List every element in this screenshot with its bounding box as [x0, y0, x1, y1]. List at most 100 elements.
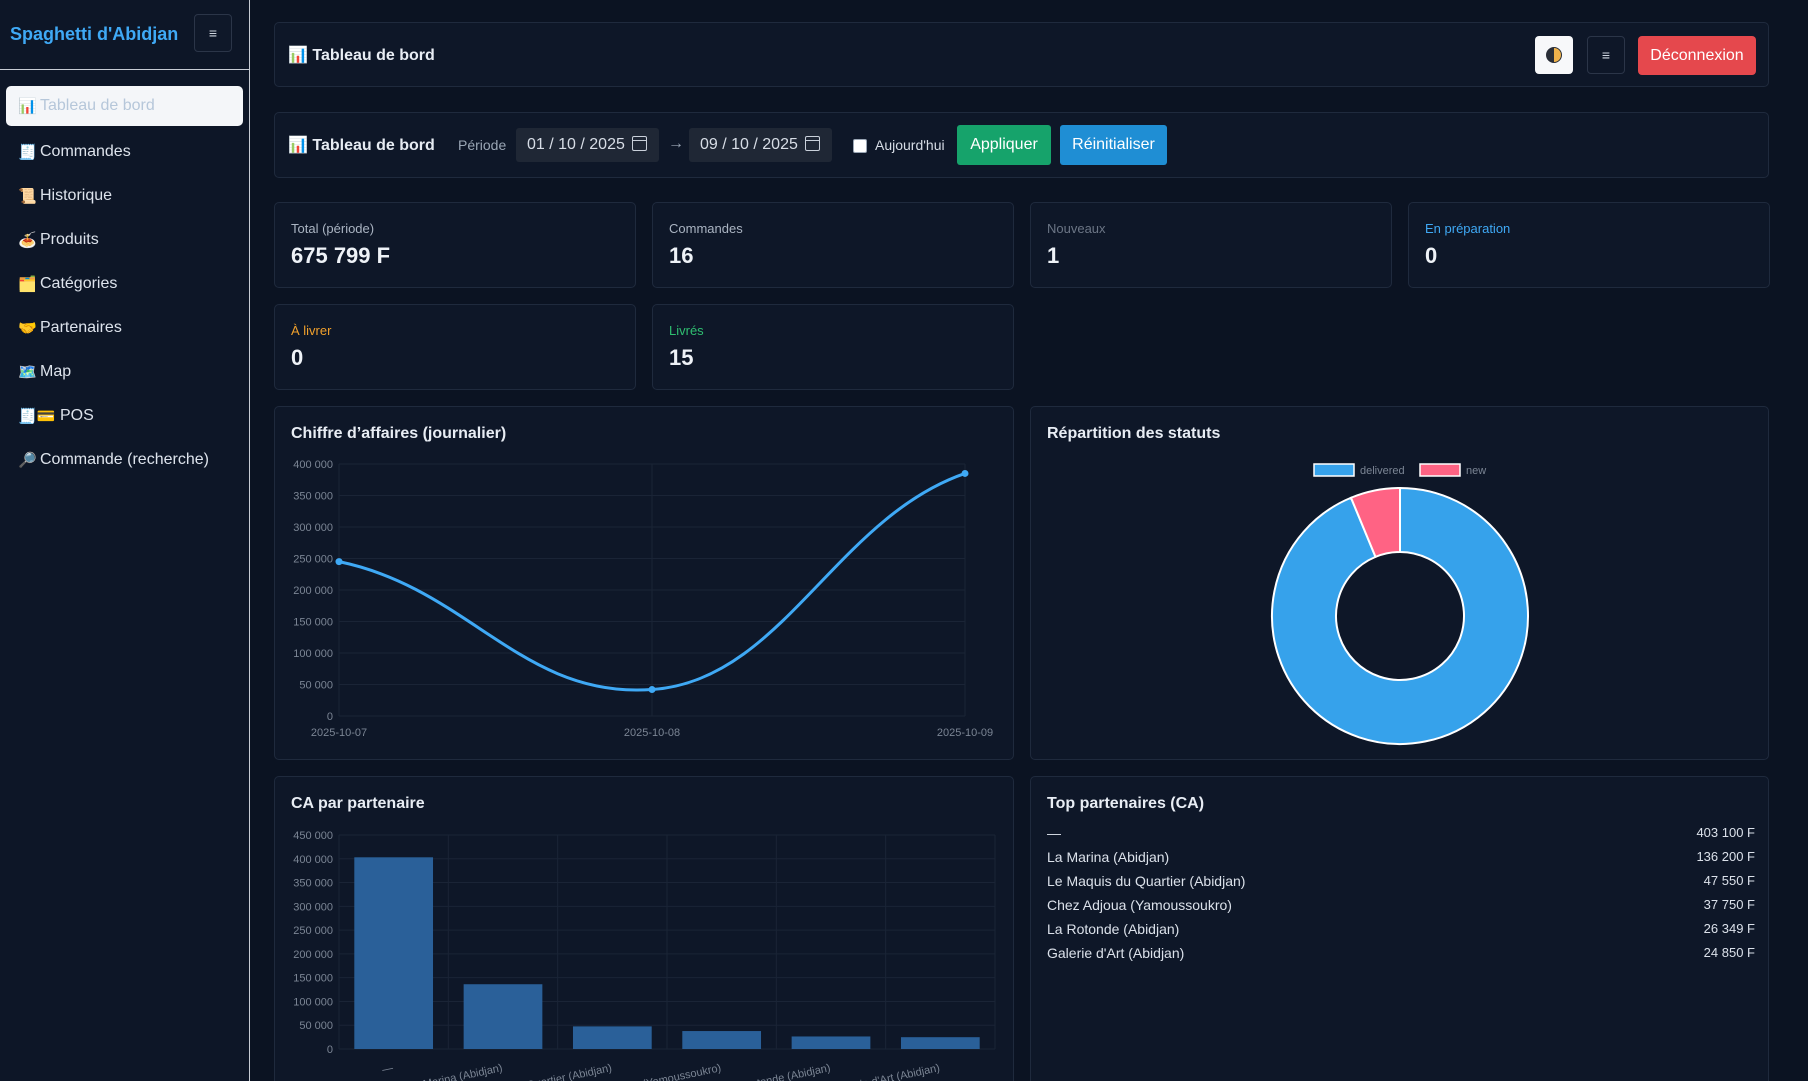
sidebar-item-products[interactable]: 🍝 Produits: [6, 218, 243, 262]
partner-name: —: [1047, 825, 1061, 841]
sidebar-item-map[interactable]: 🗺️ Map: [6, 350, 243, 394]
sidebar-nav: 📊 Tableau de bord 🧾 Commandes 📜 Historique …: [0, 70, 249, 482]
y-tick-label: 400 000: [293, 854, 333, 866]
chart-title: CA par partenaire: [291, 795, 425, 812]
card-title: Top partenaires (CA): [1047, 795, 1205, 812]
menu-button[interactable]: ≡: [1587, 36, 1625, 74]
x-tick-label: 2025-10-07: [311, 727, 367, 739]
legend-label: new: [1466, 465, 1486, 477]
sidebar-item-label: POS: [60, 407, 94, 424]
bar: [682, 1031, 762, 1049]
bar: [463, 984, 543, 1049]
sidebar-item-history[interactable]: 📜 Historique: [6, 174, 243, 218]
sidebar-item-categories[interactable]: 🗂️ Catégories: [6, 262, 243, 306]
partner-name: Galerie d'Art (Abidjan): [1047, 945, 1185, 961]
top-partners-list: —403 100 F La Marina (Abidjan) 136 200 F …: [1047, 825, 1755, 969]
partner-amount: 47 550 F: [1703, 873, 1755, 888]
list-item: La Rotonde (Abidjan) 26 349 F: [1047, 921, 1755, 945]
y-tick-label: 350 000: [293, 491, 333, 503]
partner-bar-chart: 0 50 000 100 000 150 000 200 000 250 000 300 0…: [293, 830, 996, 1081]
status-chart-card: Répartition des statuts delivered new: [1030, 406, 1769, 760]
stat-value: 0: [291, 345, 304, 370]
x-tick-label: Galerie d'Art (Abidjan): [833, 1062, 941, 1081]
sidebar-item-label: Produits: [40, 231, 99, 248]
sidebar-item-label: Map: [40, 363, 72, 380]
y-tick-label: 0: [327, 1044, 333, 1056]
stat-value: 0: [1425, 243, 1438, 268]
bar: [354, 857, 434, 1049]
calendar-icon[interactable]: [805, 136, 820, 151]
list-item: Le Maquis du Quartier (Abidjan) 47 550 F: [1047, 873, 1755, 897]
x-tick-label: La Rotonde (Abidjan): [727, 1062, 831, 1081]
revenue-chart-card: Chiffre d’affaires (journalier) 0 50 000 1…: [274, 406, 1014, 760]
pie-slice: [1271, 486, 1529, 745]
bar-chart-icon: 📊: [18, 98, 37, 115]
y-tick-label: 450 000: [293, 830, 333, 842]
calendar-icon[interactable]: [632, 136, 647, 151]
sidebar: Spaghetti d'Abidjan ≡ 📊 Tableau de bord 🧾…: [0, 0, 250, 1081]
today-checkbox[interactable]: [853, 139, 867, 153]
chart-title: Chiffre d’affaires (journalier): [291, 425, 507, 442]
sidebar-item-orders[interactable]: 🧾 Commandes: [6, 130, 243, 174]
top-bar: 📊 Tableau de bord ≡ Déconnexion: [274, 22, 1769, 87]
sidebar-toggle-button[interactable]: ≡: [194, 14, 232, 52]
stat-value: 1: [1047, 243, 1060, 268]
bar: [791, 1036, 871, 1049]
partner-name: Chez Adjoua (Yamoussoukro): [1047, 897, 1232, 913]
hamburger-icon: ≡: [1601, 47, 1611, 63]
sidebar-item-label: Catégories: [40, 275, 118, 292]
sidebar-item-label: Commandes: [40, 143, 131, 160]
top-partners-card: Top partenaires (CA) — 403 100 F La Marin…: [1030, 776, 1769, 1081]
logout-button[interactable]: Déconnexion: [1638, 36, 1756, 75]
partner-amount: 37 750 F: [1703, 897, 1755, 912]
stat-value: 16: [669, 243, 694, 268]
today-label[interactable]: Aujourd'hui: [875, 137, 945, 153]
y-tick-label: 300 000: [293, 901, 333, 913]
data-point: [648, 686, 656, 694]
apply-button[interactable]: Appliquer: [957, 125, 1051, 165]
list-item: — 403 100 F: [1047, 825, 1755, 849]
y-tick-label: 100 000: [293, 648, 333, 660]
data-point: [335, 558, 343, 566]
y-tick-label: 50 000: [299, 680, 333, 692]
legend-swatch: [1313, 463, 1355, 477]
stat-label: Livrés: [669, 323, 704, 338]
list-item: Chez Adjoua (Yamoussoukro) 37 750 F: [1047, 897, 1755, 921]
hamburger-icon: ≡: [208, 25, 218, 41]
x-tick-label: 2025-10-08: [624, 727, 680, 739]
date-to-input[interactable]: 09 / 10 / 2025: [689, 128, 832, 162]
spaghetti-icon: 🍝: [18, 232, 37, 249]
stat-card-delivered: Livrés 15: [652, 304, 1014, 390]
chart-title: Répartition des statuts: [1047, 425, 1221, 442]
stat-label: Nouveaux: [1047, 221, 1106, 236]
theme-toggle-button[interactable]: [1535, 36, 1573, 74]
y-tick-label: 150 000: [293, 973, 333, 985]
sidebar-item-partners[interactable]: 🤝 Partenaires: [6, 306, 243, 350]
y-tick-label: 350 000: [293, 878, 333, 890]
reset-button[interactable]: Réinitialiser: [1060, 125, 1167, 165]
x-tick-label: 2025-10-09: [937, 727, 993, 739]
revenue-line-chart: 0 50 000 100 000 150 000 200 000 250 000 300 0…: [293, 459, 993, 739]
y-tick-label: 300 000: [293, 522, 333, 534]
map-icon: 🗺️: [18, 364, 37, 381]
brand-logo-text[interactable]: Spaghetti d'Abidjan: [10, 24, 179, 44]
y-tick-label: 200 000: [293, 585, 333, 597]
scroll-icon: 📜: [18, 188, 37, 205]
status-donut-chart: delivered new: [1271, 463, 1529, 745]
sidebar-item-label: Historique: [40, 187, 113, 204]
stat-label: À livrer: [291, 323, 332, 338]
sidebar-item-label: Tableau de bord: [40, 97, 155, 114]
list-item: Galerie d'Art (Abidjan) 24 850 F: [1047, 945, 1755, 969]
y-tick-label: 150 000: [293, 617, 333, 629]
stat-card-new: Nouveaux 1: [1030, 202, 1392, 288]
list-item: La Marina (Abidjan) 136 200 F: [1047, 849, 1755, 873]
sidebar-item-order-search[interactable]: 🔎 Commande (recherche): [6, 438, 243, 482]
legend-label: delivered: [1360, 465, 1405, 477]
partner-chart-card: CA par partenaire 0 50 000 100 000 150 000 2…: [274, 776, 1014, 1081]
y-tick-label: 200 000: [293, 949, 333, 961]
date-from-input[interactable]: 01 / 10 / 2025: [516, 128, 659, 162]
stat-label: En préparation: [1425, 221, 1511, 236]
partner-amount: 24 850 F: [1703, 945, 1755, 960]
sidebar-item-pos[interactable]: 🧾💳 POS: [6, 394, 243, 438]
sidebar-item-dashboard[interactable]: 📊 Tableau de bord: [6, 86, 243, 126]
